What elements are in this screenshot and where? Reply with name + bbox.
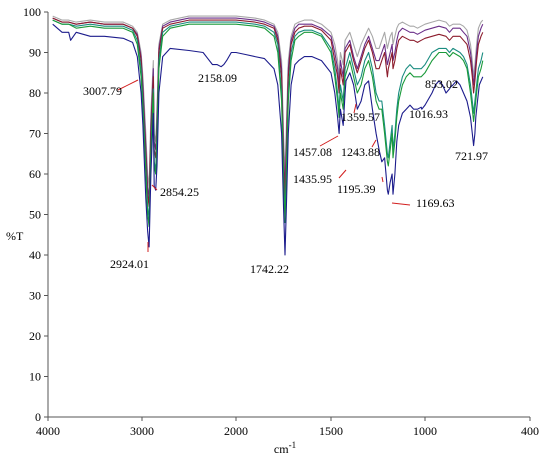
peak-label-721-97: 721.97 [455,149,488,163]
y-tick-label: 20 [29,329,41,343]
spectrum-line-1 [52,23,484,256]
peak-leader-line [151,184,158,191]
peak-label-2854-25: 2854.25 [160,185,199,199]
x-tick-label: 1500 [319,424,343,438]
spectrum-line-4 [52,17,484,207]
peak-leader-line [353,103,357,114]
peak-label-1169-63: 1169.63 [416,196,455,210]
x-tick-label: 3000 [130,424,154,438]
peak-leader-line [319,135,339,147]
y-tick-label: 60 [29,167,41,181]
y-tick-label: 30 [29,289,41,303]
peak-label-1742-22: 1742.22 [250,262,289,276]
peak-leader-line [391,202,411,206]
x-tick-label: 4000 [36,424,60,438]
peak-label-3007-79: 3007.79 [83,84,122,98]
y-tick-label: 100 [23,5,41,19]
peak-leader-line [371,139,377,148]
y-tick-label: 70 [29,127,41,141]
y-tick-label: 10 [29,370,41,384]
peak-label-1016-93: 1016.93 [409,107,448,121]
y-axis-label: %T [6,229,24,243]
spectrum-line-2 [52,19,484,228]
peak-label-2158-09: 2158.09 [198,71,237,85]
y-tick-label: 40 [29,248,41,262]
peak-label-1195-39: 1195.39 [337,182,376,196]
y-tick-label: 80 [29,86,41,100]
x-tick-label: 400 [521,424,539,438]
peak-leader-line [381,176,384,183]
y-tick-label: 50 [29,208,41,222]
peak-leader-line [338,169,347,179]
y-tick-label: 0 [35,410,41,424]
x-axis-label: cm-1 [274,440,296,456]
peak-label-2924-01: 2924.01 [110,257,149,271]
peak-label-1359-57: 1359.57 [341,110,380,124]
peak-label-1435-95: 1435.95 [293,172,332,186]
peak-label-1243-88: 1243.88 [341,145,380,159]
peak-label-1457-08: 1457.08 [293,145,332,159]
x-tick-label: 2000 [224,424,248,438]
y-tick-label: 90 [29,46,41,60]
peak-leader-line [117,79,139,91]
x-tick-label: 1000 [413,424,437,438]
peak-label-853-02: 853.02 [425,77,458,91]
